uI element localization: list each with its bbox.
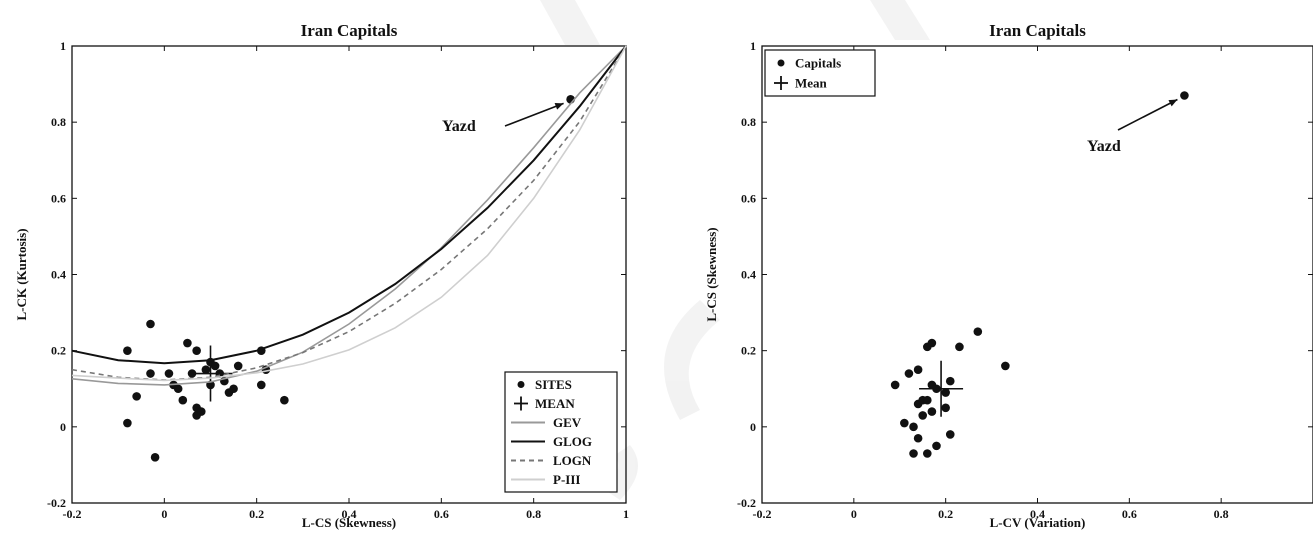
x-tick-label: 0.4: [342, 507, 357, 521]
legend-label: GLOG: [553, 434, 592, 449]
data-point: [923, 449, 932, 458]
y-tick-label: 1: [60, 39, 66, 53]
y-tick-label: 0.8: [741, 115, 756, 129]
y-tick-label: 0: [60, 420, 66, 434]
x-tick-label: 0.8: [526, 507, 541, 521]
annotation-arrow: [504, 102, 564, 127]
data-point: [178, 395, 188, 405]
series-line-p-iii: [71, 45, 627, 382]
data-point: [941, 403, 950, 413]
y-tick-label: 0.4: [741, 268, 756, 282]
data-point: [233, 361, 243, 371]
data-point: [196, 407, 206, 416]
data-point: [146, 369, 155, 378]
data-point: [183, 338, 192, 348]
data-point: [123, 418, 132, 428]
data-point: [150, 453, 160, 462]
series-line-logn: [71, 45, 627, 381]
y-tick-label: 0.8: [51, 115, 66, 129]
legend-label: P-III: [553, 472, 580, 487]
data-point: [280, 395, 289, 405]
chart-panel-2: Iran Capitals -0.2 0 0.2 0.4 0.6 0.8 -0.2 0 0.2 0.…: [704, 21, 1313, 530]
x-tick-label: 1: [623, 507, 629, 521]
chart-title: Iran Capitals: [989, 21, 1086, 40]
data-point: [927, 407, 937, 416]
y-axis-label: L-CK (Kurtosis): [14, 228, 29, 320]
legend-marker-dot: [517, 381, 525, 388]
data-point: [900, 418, 909, 428]
data-point: [173, 384, 183, 394]
y-axis-label: L-CS (Skewness): [704, 227, 719, 321]
legend-box: [504, 371, 618, 493]
x-tick-label: 0.8: [1214, 507, 1229, 521]
series-line-gev: [71, 45, 627, 386]
annotation-arrowhead: [554, 103, 564, 110]
x-tick-label: 0.2: [249, 507, 264, 521]
y-tick-label: 0.6: [51, 191, 66, 205]
data-point: [927, 338, 937, 348]
y-tick-label: 1: [750, 39, 756, 53]
data-point: [909, 449, 918, 458]
x-tick-label: 0: [851, 507, 857, 521]
series-line-glog: [71, 45, 627, 365]
data-point: [210, 361, 220, 371]
legend-label: SITES: [535, 377, 572, 392]
data-point: [192, 346, 201, 355]
annotation-label: Yazd: [442, 118, 476, 135]
annotation-label: Yazd: [1087, 138, 1121, 155]
x-tick-label: 0.6: [1122, 507, 1137, 521]
x-tick-label: -0.2: [753, 507, 772, 521]
x-tick-label: 0.6: [434, 507, 449, 521]
data-point: [945, 376, 955, 386]
data-point: [913, 433, 923, 443]
data-point: [201, 365, 211, 375]
chart-panel-1: Iran Capitals -0.2 0 0.2 0.4 0.6 0.8 1 -0.2 0 0.2 0…: [14, 21, 629, 530]
legend-label: Mean: [795, 76, 828, 91]
y-tick-label: 0.6: [741, 191, 756, 205]
legend-label: GEV: [553, 415, 582, 430]
data-point: [123, 346, 132, 355]
data-point: [904, 369, 914, 378]
chart-title: Iran Capitals: [301, 21, 398, 40]
data-point: [932, 441, 941, 451]
data-point: [164, 369, 174, 378]
data-point: [256, 380, 266, 390]
data-point: [918, 411, 928, 420]
x-axis-label: L-CS (Skewness): [302, 515, 396, 530]
data-point: [890, 380, 900, 390]
annotation-arrow: [1117, 98, 1178, 131]
data-point: [146, 319, 155, 329]
x-tick-label: 0.4: [1030, 507, 1045, 521]
data-point: [955, 342, 964, 352]
legend-marker-dot: [777, 59, 785, 67]
data-point: [132, 392, 141, 401]
annotation-arrowhead: [1168, 99, 1178, 107]
y-tick-label: 0.2: [741, 344, 756, 358]
x-axis-label: L-CV (Variation): [990, 515, 1086, 530]
y-tick-label: 0.4: [51, 268, 66, 282]
y-tick-label: -0.2: [737, 496, 756, 510]
y-tick-label: -0.2: [47, 496, 66, 510]
x-tick-label: -0.2: [63, 507, 82, 521]
x-tick-label: 0: [161, 507, 167, 521]
data-point: [973, 327, 983, 336]
data-point: [913, 365, 923, 375]
y-tick-label: 0.2: [51, 344, 66, 358]
data-point: [1180, 91, 1189, 100]
data-point: [941, 388, 950, 397]
data-point: [945, 430, 955, 439]
data-point: [229, 384, 238, 394]
y-tick-label: 0: [750, 420, 756, 434]
plot-frame: [761, 45, 1313, 504]
legend-label: MEAN: [535, 396, 575, 411]
legend-box: [764, 49, 876, 97]
x-tick-label: 0.2: [938, 507, 953, 521]
data-point: [923, 395, 932, 405]
legend-label: Capitals: [795, 56, 841, 71]
data-point: [909, 422, 918, 432]
data-point: [1001, 361, 1010, 371]
legend-label: LOGN: [553, 453, 592, 468]
